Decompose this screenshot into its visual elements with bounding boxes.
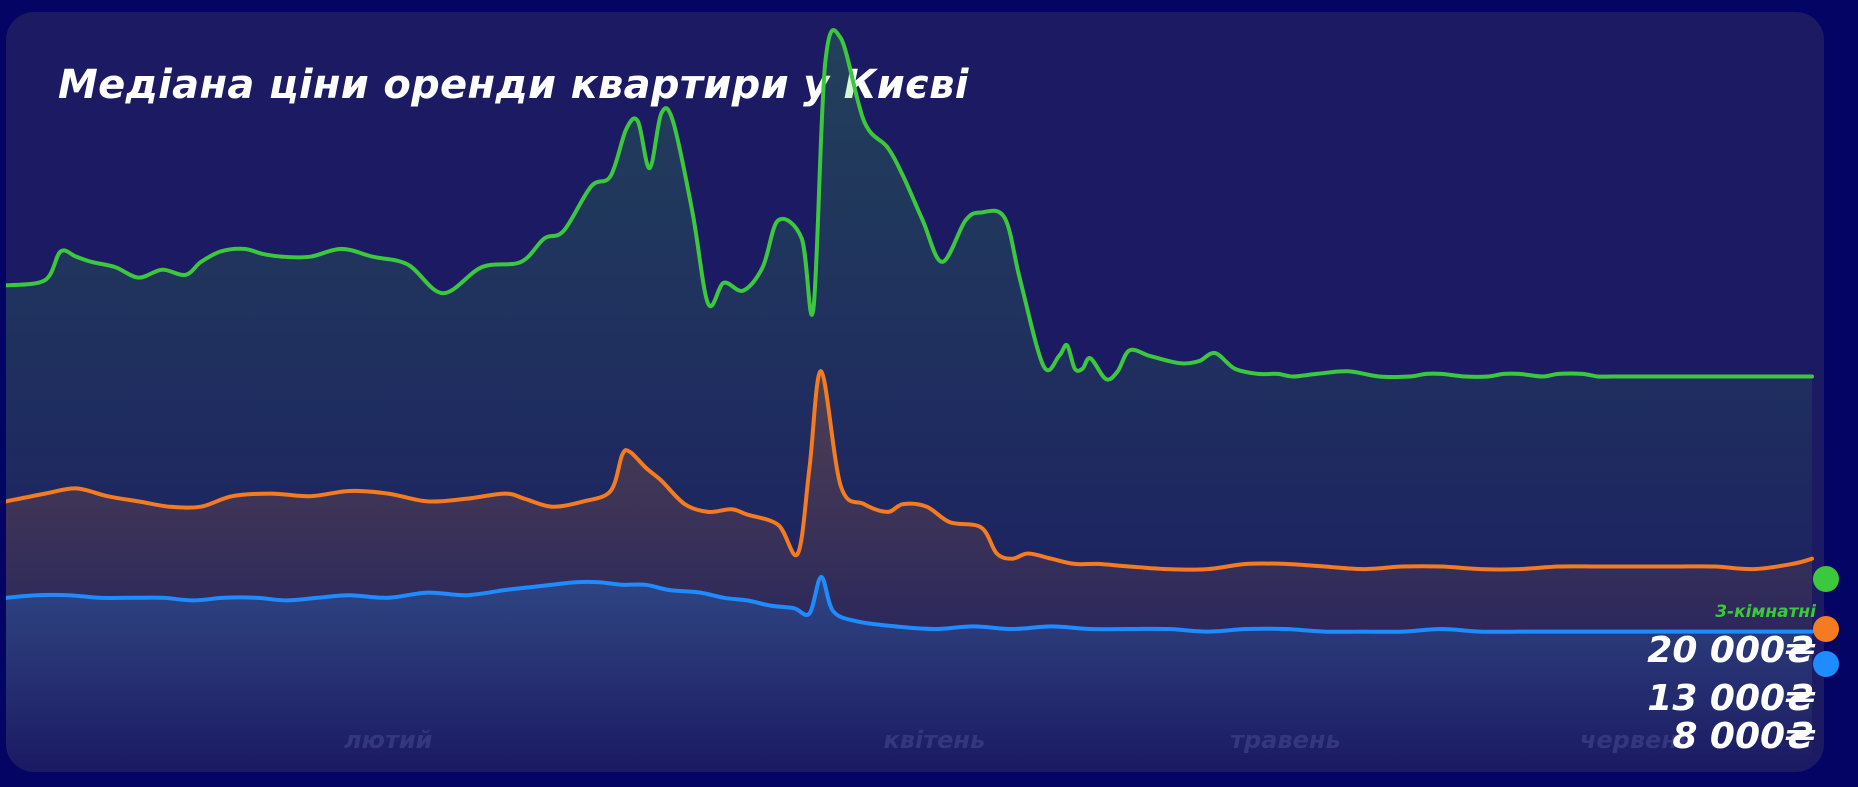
series-line xyxy=(6,574,1814,634)
chart-title: Медіана ціни оренди квартири у Києві xyxy=(58,62,969,108)
series-end-marker xyxy=(1813,616,1839,642)
series-end-value: 20 000₴ xyxy=(1647,630,1816,671)
series-end-value: 13 000₴ xyxy=(1647,678,1816,719)
series-end-value: 8 000₴ xyxy=(1672,716,1816,757)
series-line xyxy=(6,369,1814,572)
series-line xyxy=(6,28,1814,382)
x-tick-label: травень xyxy=(1230,726,1341,754)
x-tick-label: лютий xyxy=(344,726,433,754)
x-tick-label: квітень xyxy=(884,726,986,754)
series-name-label: 3-кімнатні xyxy=(1715,602,1817,622)
series-end-marker xyxy=(1813,566,1839,592)
x-tick-label: червень xyxy=(1580,726,1693,754)
series-area xyxy=(6,576,1812,767)
series-end-marker xyxy=(1813,651,1839,677)
